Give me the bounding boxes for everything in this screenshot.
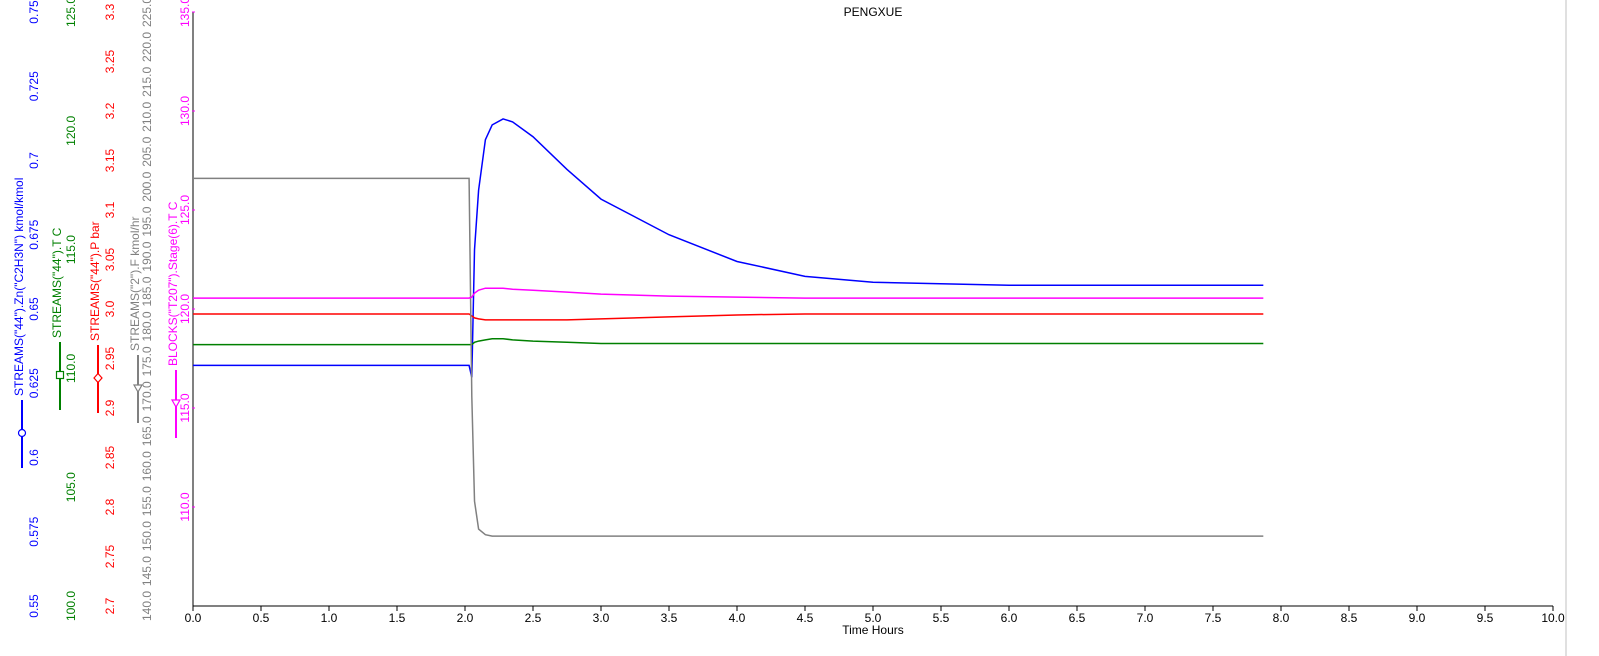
series-line: [193, 337, 1264, 346]
x-tick-label: 5.0: [865, 611, 882, 625]
y-tick-label: 2.95: [103, 346, 117, 370]
y-tick-label: 110.0: [178, 492, 192, 521]
x-axis-label: Time Hours: [842, 623, 904, 637]
axis-label: STREAMS("44").P bar: [88, 221, 102, 341]
y-tick-label: 125.0: [64, 0, 78, 27]
axis-label: STREAMS("44").T C: [50, 227, 64, 338]
x-tick-label: 10.0: [1541, 611, 1565, 625]
y-tick-label: 0.675: [27, 219, 41, 249]
x-tick-label: 9.0: [1409, 611, 1426, 625]
y-tick-label: 0.6: [27, 449, 41, 466]
y-tick-label: 0.725: [27, 71, 41, 101]
x-tick-label: 3.0: [593, 611, 610, 625]
x-tick-label: 4.0: [729, 611, 746, 625]
y-tick-label: 0.55: [27, 594, 41, 618]
axis-label: STREAMS("2").F kmol/hr: [128, 216, 142, 351]
y-tick-label: 160.0: [140, 451, 154, 481]
y-tick-label: 2.7: [103, 597, 117, 614]
y-tick-label: 155.0: [140, 486, 154, 516]
y-tick-label: 3.25: [103, 49, 117, 73]
y-tick-label: 3.15: [103, 148, 117, 172]
y-tick-label: 195.0: [140, 206, 154, 236]
y-tick-label: 170.0: [140, 381, 154, 411]
y-tick-label: 3.2: [103, 102, 117, 119]
y-tick-label: 0.65: [27, 297, 41, 321]
x-tick-label: 7.5: [1205, 611, 1222, 625]
y-tick-label: 0.575: [27, 516, 41, 546]
y-tick-label: 140.0: [140, 591, 154, 621]
x-tick-label: 2.5: [525, 611, 542, 625]
y-tick-label: 180.0: [140, 311, 154, 341]
y-tick-label: 3.1: [103, 201, 117, 218]
x-tick-label: 9.5: [1477, 611, 1494, 625]
y-tick-label: 225.0: [140, 0, 154, 27]
x-tick-label: 8.5: [1341, 611, 1358, 625]
y-tick-label: 190.0: [140, 241, 154, 271]
y-tick-label: 105.0: [64, 472, 78, 502]
y-tick-label: 100.0: [64, 591, 78, 621]
x-tick-label: 2.0: [457, 611, 474, 625]
y-tick-label: 220.0: [140, 32, 154, 62]
y-tick-label: 120.0: [178, 294, 192, 324]
y-tick-label: 185.0: [140, 276, 154, 306]
y-tick-label: 125.0: [178, 195, 192, 225]
x-tick-label: 5.5: [933, 611, 950, 625]
y-tick-label: 0.75: [27, 0, 41, 24]
y-tick-label: 2.9: [103, 399, 117, 416]
axis-label: STREAMS("44").Zn("C2H3N") kmol/kmol: [12, 178, 26, 396]
y-tick-label: 205.0: [140, 136, 154, 166]
series-line: [193, 313, 1264, 321]
legend-marker: [132, 384, 144, 394]
legend-marker: [170, 399, 182, 409]
x-tick-label: 6.5: [1069, 611, 1086, 625]
y-tick-label: 2.8: [103, 498, 117, 515]
y-tick-label: 3.0: [103, 300, 117, 317]
y-tick-label: 3.3: [103, 3, 117, 20]
y-tick-label: 2.85: [103, 445, 117, 469]
x-tick-label: 6.0: [1001, 611, 1018, 625]
y-tick-label: 165.0: [140, 416, 154, 446]
x-tick-label: 0.0: [185, 611, 202, 625]
y-tick-label: 3.05: [103, 247, 117, 271]
series-line: [193, 118, 1264, 378]
x-tick-label: 8.0: [1273, 611, 1290, 625]
legend-marker: [55, 370, 65, 380]
x-tick-label: 4.5: [797, 611, 814, 625]
y-tick-label: 210.0: [140, 101, 154, 131]
y-tick-label: 175.0: [140, 346, 154, 376]
x-tick-label: 1.5: [389, 611, 406, 625]
y-tick-label: 150.0: [140, 521, 154, 551]
y-tick-label: 135.0: [178, 0, 192, 27]
y-tick-label: 115.0: [64, 235, 78, 264]
y-tick-label: 145.0: [140, 556, 154, 586]
series-line: [193, 177, 1264, 537]
x-tick-label: 7.0: [1137, 611, 1154, 625]
chart-title: PENGXUE: [844, 5, 903, 19]
y-tick-label: 115.0: [178, 393, 192, 422]
series-line: [193, 287, 1264, 299]
y-tick-label: 120.0: [64, 115, 78, 145]
y-tick-label: 200.0: [140, 171, 154, 201]
y-tick-label: 0.625: [27, 368, 41, 398]
x-tick-label: 1.0: [321, 611, 338, 625]
x-tick-label: 3.5: [661, 611, 678, 625]
y-tick-label: 130.0: [178, 96, 192, 126]
y-tick-label: 110.0: [64, 354, 78, 383]
y-tick-label: 0.7: [27, 152, 41, 169]
y-tick-label: 2.75: [103, 544, 117, 568]
x-tick-label: 0.5: [253, 611, 270, 625]
legend-marker: [93, 372, 103, 384]
axis-label: BLOCKS("T207").Stage(6).T C: [166, 201, 180, 366]
legend-marker: [17, 428, 27, 438]
y-tick-label: 215.0: [140, 67, 154, 97]
